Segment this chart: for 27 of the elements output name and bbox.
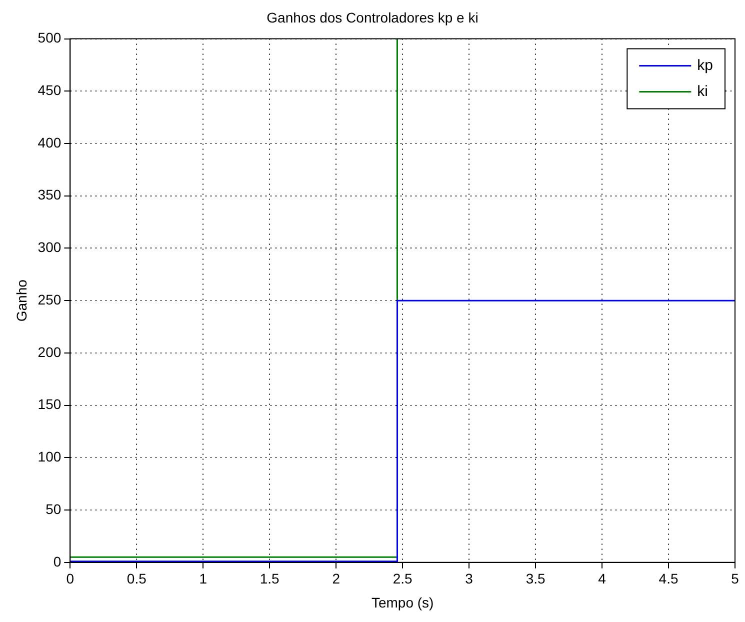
y-tick-label: 200: [38, 344, 62, 360]
x-tick-label: 0: [66, 570, 74, 587]
y-tick-label: 250: [38, 291, 62, 308]
x-tick-label: 2: [332, 570, 340, 587]
x-tick-label: 2.5: [392, 570, 413, 587]
x-tick-label: 0.5: [126, 570, 147, 587]
y-axis-title: Ganho: [13, 279, 30, 322]
y-tick-label: 100: [38, 448, 62, 465]
y-tick-label: 450: [38, 82, 62, 98]
y-tick-label: 350: [38, 186, 62, 203]
chart-title: Ganhos dos Controladores kp e ki: [266, 9, 478, 26]
x-tick-label: 1: [199, 570, 208, 587]
x-tick-label: 4: [598, 570, 606, 587]
y-tick-label: 500: [38, 30, 62, 46]
x-tick-label: 3.5: [526, 570, 546, 587]
x-tick-label: 4.5: [658, 570, 678, 587]
legend-label: kp: [697, 56, 713, 74]
x-tick-label: 1.5: [260, 570, 280, 587]
y-tick-label: 0: [53, 553, 62, 570]
x-tick-label: 5: [731, 570, 740, 587]
x-axis-title: Tempo (s): [371, 594, 434, 610]
x-tick-label: 3: [465, 570, 474, 587]
y-tick-label: 150: [38, 396, 62, 412]
y-tick-label: 50: [46, 500, 62, 517]
y-tick-label: 400: [38, 134, 62, 150]
y-tick-label: 300: [38, 239, 62, 256]
legend-label: ki: [697, 82, 708, 100]
